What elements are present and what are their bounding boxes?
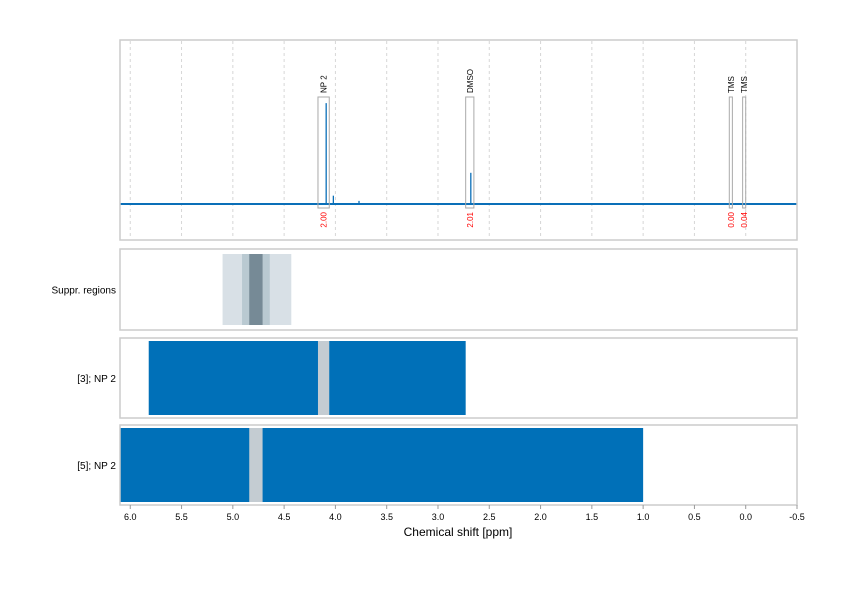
- annotation-label: NP 2: [320, 75, 329, 93]
- x-tick-label: 2.5: [483, 512, 496, 522]
- x-tick-label: 0.0: [739, 512, 752, 522]
- annotation-box: [742, 96, 747, 209]
- x-tick-label: 3.5: [380, 512, 393, 522]
- track-band: [317, 341, 330, 415]
- annotation-box: [317, 96, 330, 209]
- x-tick-label: 5.5: [175, 512, 188, 522]
- annotation-label: TMS: [740, 76, 749, 93]
- track-band: [249, 428, 263, 502]
- integral-label: 2.01: [466, 211, 475, 227]
- x-tick-label: 3.0: [432, 512, 445, 522]
- x-tick-label: 4.5: [278, 512, 291, 522]
- panel-frame: [119, 424, 798, 506]
- panel-frame: [119, 248, 798, 331]
- x-tick-label: 6.0: [124, 512, 137, 522]
- track-label: [3]; NP 2: [77, 374, 116, 385]
- track-band: [249, 254, 263, 325]
- x-tick-label: 5.0: [227, 512, 240, 522]
- annotation-box: [465, 96, 475, 209]
- track-band: [120, 428, 644, 502]
- x-tick-label: 1.5: [586, 512, 599, 522]
- x-tick-label: 0.5: [688, 512, 701, 522]
- x-tick-label: 2.0: [534, 512, 547, 522]
- panel-frame: [119, 39, 798, 241]
- integral-label: 2.00: [320, 211, 329, 227]
- annotation-label: TMS: [727, 76, 736, 93]
- annotation-box: [728, 96, 733, 209]
- integral-label: 0.00: [727, 211, 736, 227]
- track-label: [5]; NP 2: [77, 461, 116, 472]
- x-tick-label: 1.0: [637, 512, 650, 522]
- x-tick-label: -0.5: [789, 512, 805, 522]
- x-axis-label: Chemical shift [ppm]: [404, 525, 513, 539]
- track-label: Suppr. regions: [52, 286, 117, 297]
- x-tick-label: 4.0: [329, 512, 342, 522]
- panel-frame: [119, 337, 798, 419]
- track-band: [148, 341, 466, 415]
- annotation-label: DMSO: [466, 69, 475, 93]
- integral-label: 0.04: [740, 211, 749, 227]
